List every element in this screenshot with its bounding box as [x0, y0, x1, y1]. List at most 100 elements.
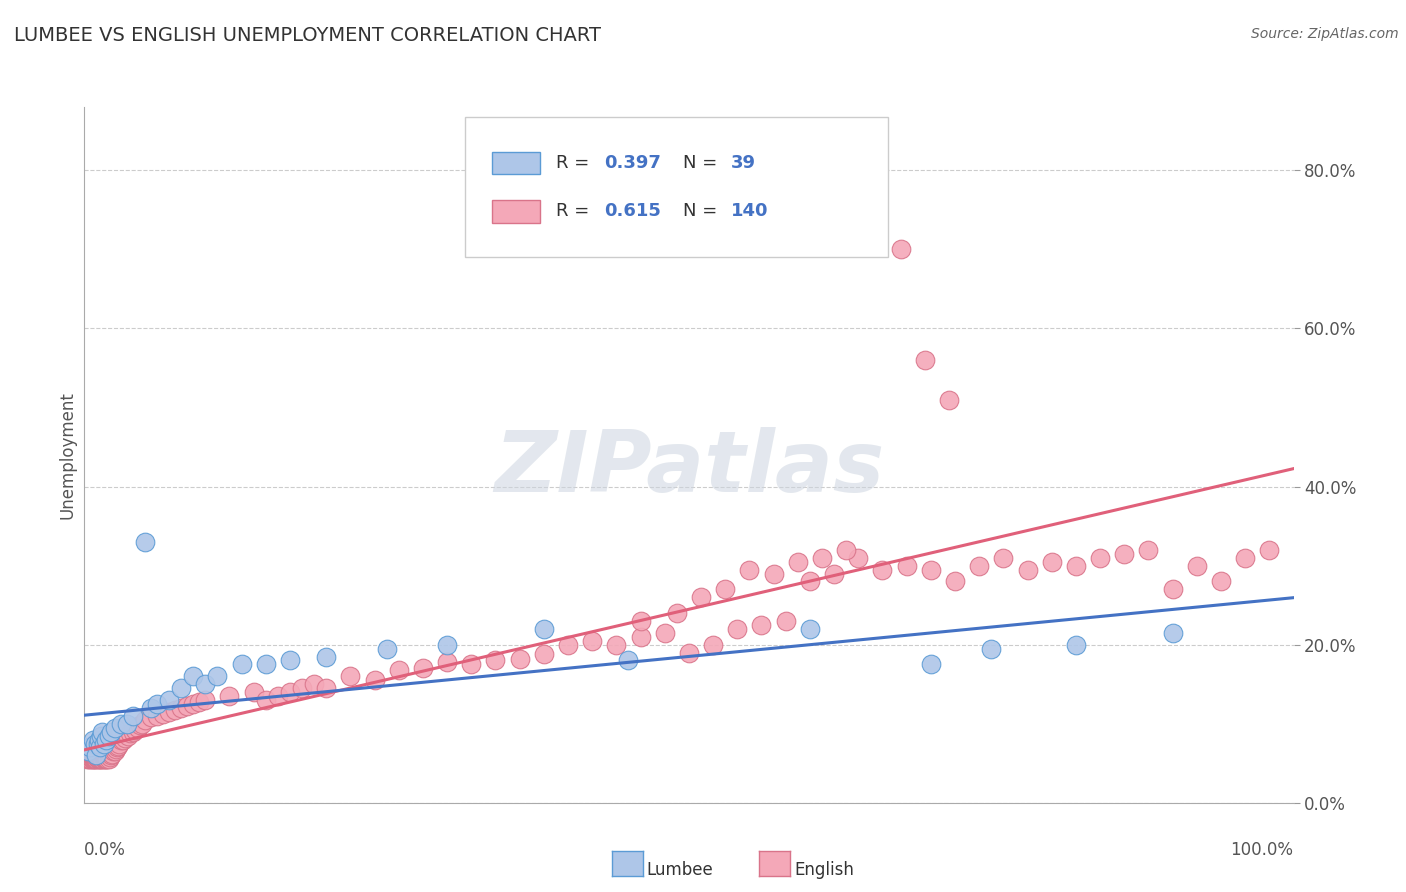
- Text: N =: N =: [683, 202, 723, 220]
- Point: [139, 710, 162, 724]
- Point: [291, 681, 314, 695]
- Point: [129, 718, 152, 732]
- Point: [799, 574, 821, 589]
- Point: [170, 681, 193, 695]
- Point: [83, 752, 105, 766]
- Point: [714, 582, 737, 597]
- Point: [77, 747, 100, 761]
- Point: [967, 558, 990, 573]
- Point: [93, 737, 115, 751]
- Point: [87, 732, 110, 747]
- Point: [90, 729, 112, 743]
- Point: [315, 681, 337, 695]
- Point: [97, 748, 120, 763]
- Point: [165, 702, 187, 716]
- Text: English: English: [794, 861, 855, 879]
- Point: [207, 669, 229, 683]
- Point: [630, 614, 652, 628]
- Text: 39: 39: [731, 153, 756, 171]
- Point: [84, 737, 107, 751]
- Point: [121, 708, 143, 723]
- Point: [654, 625, 676, 640]
- Point: [630, 630, 652, 644]
- Point: [146, 697, 169, 711]
- Point: [1064, 638, 1087, 652]
- Point: [170, 701, 193, 715]
- Point: [665, 606, 688, 620]
- Point: [112, 732, 135, 747]
- Point: [339, 669, 361, 683]
- Point: [115, 716, 138, 731]
- Point: [79, 750, 101, 764]
- Point: [80, 748, 103, 763]
- Point: [86, 737, 108, 751]
- Point: [302, 677, 325, 691]
- Point: [859, 163, 882, 178]
- Text: 0.615: 0.615: [605, 202, 661, 220]
- Point: [131, 716, 153, 731]
- Point: [799, 622, 821, 636]
- Point: [87, 747, 110, 761]
- Point: [134, 713, 156, 727]
- Point: [786, 555, 808, 569]
- Point: [110, 716, 132, 731]
- Point: [509, 652, 531, 666]
- Point: [375, 641, 398, 656]
- Point: [1088, 550, 1111, 565]
- Point: [89, 740, 111, 755]
- Point: [76, 744, 98, 758]
- Point: [124, 723, 146, 737]
- Point: [1161, 582, 1184, 597]
- Point: [89, 752, 111, 766]
- Point: [775, 614, 797, 628]
- Point: [581, 633, 603, 648]
- Text: 140: 140: [731, 202, 769, 220]
- Point: [436, 655, 458, 669]
- Point: [84, 747, 107, 761]
- Point: [1258, 542, 1281, 557]
- Point: [890, 243, 912, 257]
- Point: [84, 752, 107, 766]
- Point: [117, 729, 139, 743]
- Point: [82, 732, 104, 747]
- Point: [254, 693, 277, 707]
- Text: R =: R =: [555, 153, 595, 171]
- Point: [86, 748, 108, 763]
- Point: [104, 742, 127, 756]
- Point: [943, 574, 966, 589]
- Point: [93, 748, 115, 763]
- Point: [914, 353, 936, 368]
- Point: [80, 752, 103, 766]
- Point: [157, 705, 180, 719]
- Text: 100.0%: 100.0%: [1230, 841, 1294, 859]
- Point: [94, 748, 117, 763]
- Point: [90, 752, 112, 766]
- Point: [139, 701, 162, 715]
- Point: [103, 744, 125, 758]
- Point: [157, 693, 180, 707]
- Text: ZIPatlas: ZIPatlas: [494, 427, 884, 510]
- Point: [1064, 558, 1087, 573]
- Point: [846, 550, 869, 565]
- Point: [1185, 558, 1208, 573]
- Point: [231, 657, 253, 672]
- Point: [91, 724, 114, 739]
- Point: [181, 697, 204, 711]
- Point: [105, 740, 128, 755]
- Point: [533, 622, 555, 636]
- Point: [938, 392, 960, 407]
- Point: [738, 563, 761, 577]
- Point: [98, 750, 121, 764]
- Point: [79, 747, 101, 761]
- Point: [1040, 555, 1063, 569]
- Point: [993, 550, 1015, 565]
- FancyBboxPatch shape: [465, 118, 889, 257]
- Point: [436, 638, 458, 652]
- Point: [77, 750, 100, 764]
- Point: [82, 752, 104, 766]
- Point: [1234, 550, 1257, 565]
- Point: [127, 721, 149, 735]
- Point: [388, 663, 411, 677]
- Point: [725, 622, 748, 636]
- Point: [94, 732, 117, 747]
